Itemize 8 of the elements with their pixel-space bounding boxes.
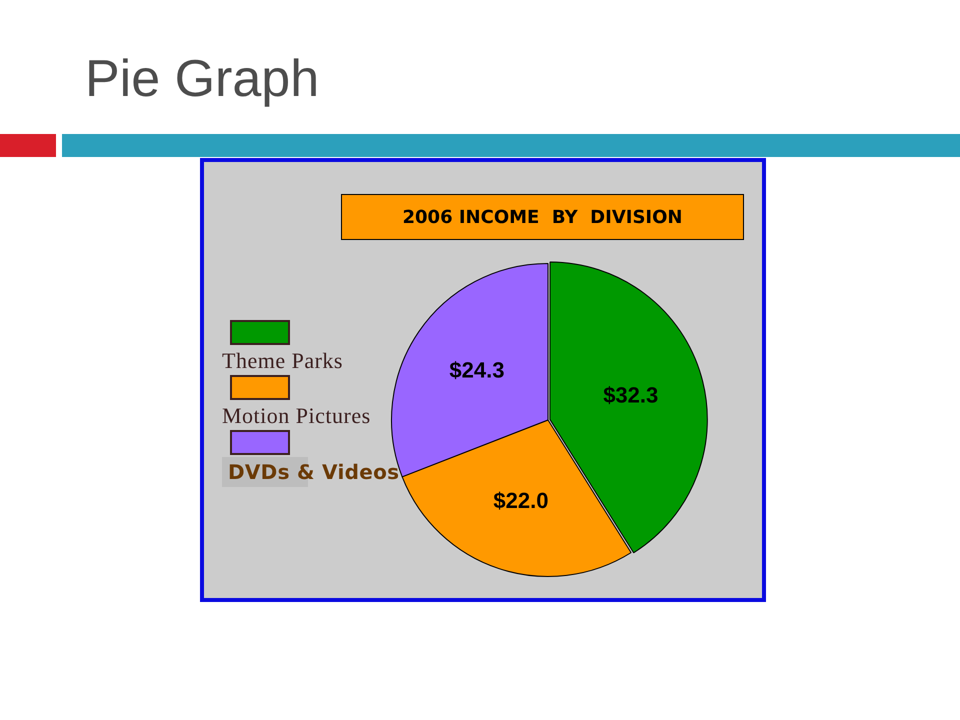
- legend-label: Theme Parks: [222, 347, 343, 375]
- chart-title: Pie Graph: [85, 50, 320, 108]
- chart-subtitle: 2006 INCOME BY DIVISION: [341, 194, 744, 240]
- legend-label: DVDs & Videos: [222, 457, 400, 487]
- legend-label: Motion Pictures: [222, 402, 371, 430]
- data-label: $32.3: [603, 382, 658, 408]
- data-label: $24.3: [449, 357, 504, 382]
- data-label: $22.0: [493, 488, 548, 513]
